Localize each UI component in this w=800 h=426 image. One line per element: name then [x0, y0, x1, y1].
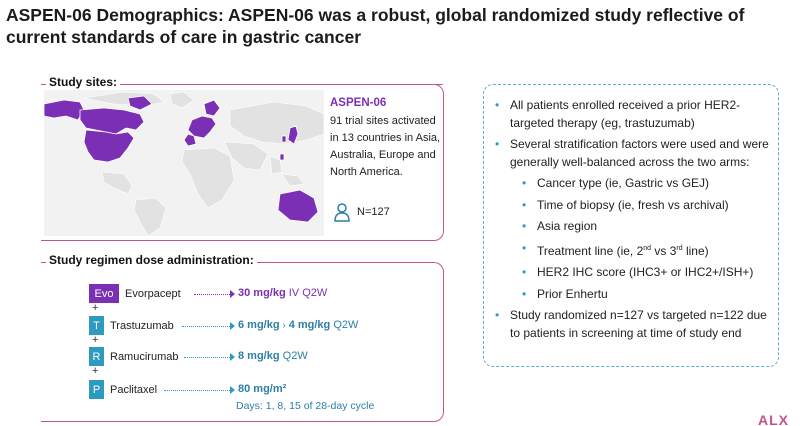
plus-3: + [92, 365, 99, 377]
sub-her2-ihc: HER2 IHC score (IHC3+ or IHC2+/ISH+) [495, 264, 777, 282]
sub-cancer-type: Cancer type (ie, Gastric vs GEJ) [495, 175, 777, 193]
aspen-heading: ASPEN-06 [330, 97, 387, 109]
drug-name-evorpacept: Evorpacept [125, 287, 181, 300]
arrow-evo [230, 290, 235, 298]
drug-tag-p: P [89, 380, 104, 399]
connector-p [164, 390, 230, 391]
enrollment-count: N=127 [357, 206, 390, 218]
dose-ramucirumab: 8 mg/kg Q2W [238, 350, 308, 362]
dosing-days: Days: 1, 8, 15 of 28-day cycle [236, 400, 375, 412]
sub-treatment-line: Treatment line (ie, 2nd vs 3rd line) [495, 240, 777, 261]
connector-t [182, 326, 230, 327]
person-icon [334, 203, 350, 222]
world-map [44, 90, 324, 236]
study-sites-label: Study sites: [46, 75, 121, 89]
study-sites-card [41, 83, 444, 241]
info-box [483, 84, 779, 367]
bullet-randomized: Study randomized n=127 vs targeted n=122… [495, 307, 777, 342]
sub-asia-region: Asia region [495, 218, 777, 236]
drug-tag-evo: Evo [89, 284, 119, 303]
drug-row-ramucirumab: R Ramucirumab [89, 347, 178, 366]
dose-evorpacept: 30 mg/kg IV Q2W [238, 287, 328, 299]
drug-row-evorpacept: Evo Evorpacept [89, 284, 181, 303]
arrow-t [230, 322, 235, 330]
drug-tag-t: T [89, 316, 104, 335]
drug-name-trastuzumab: Trastuzumab [110, 319, 174, 332]
plus-2: + [92, 334, 99, 346]
connector-evo [194, 294, 230, 295]
info-bullets: All patients enrolled received a prior H… [495, 97, 777, 342]
dose-trastuzumab: 6 mg/kg › 4 mg/kg Q2W [238, 319, 359, 331]
arrow-r [230, 353, 235, 361]
plus-1: + [92, 302, 99, 314]
drug-name-ramucirumab: Ramucirumab [110, 350, 179, 363]
sites-description: 91 trial sites activated in 13 countries… [330, 115, 441, 178]
drug-row-trastuzumab: T Trastuzumab [89, 316, 174, 335]
drug-row-paclitaxel: P Paclitaxel [89, 380, 157, 399]
drug-name-paclitaxel: Paclitaxel [110, 383, 158, 396]
drug-tag-r: R [89, 347, 104, 366]
company-logo: ALX [758, 412, 789, 426]
regimen-label: Study regimen dose administration: [46, 253, 257, 267]
arrow-p [230, 386, 235, 394]
dose-paclitaxel: 80 mg/m² [238, 383, 287, 395]
page-title: ASPEN-06 Demographics: ASPEN-06 was a ro… [6, 5, 745, 47]
sub-prior-enhertu: Prior Enhertu [495, 286, 777, 304]
bullet-prior-her2: All patients enrolled received a prior H… [495, 97, 777, 132]
sub-time-of-biopsy: Time of biopsy (ie, fresh vs archival) [495, 197, 777, 215]
connector-r [184, 357, 230, 358]
bullet-stratification: Several stratification factors were used… [495, 136, 777, 171]
